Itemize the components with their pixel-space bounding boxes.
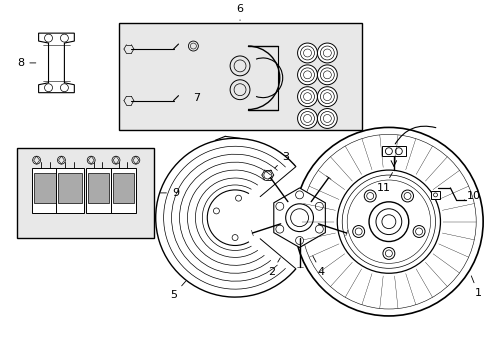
Circle shape <box>317 65 337 85</box>
Bar <box>429 191 440 199</box>
Bar <box>86 168 111 213</box>
Polygon shape <box>381 146 405 156</box>
Bar <box>59 173 82 203</box>
Polygon shape <box>273 188 325 247</box>
Bar <box>17 148 153 238</box>
Circle shape <box>317 109 337 129</box>
Text: 8: 8 <box>17 58 36 68</box>
Text: 6: 6 <box>236 4 243 21</box>
Text: 5: 5 <box>170 281 185 300</box>
Bar <box>119 23 361 130</box>
Bar <box>113 173 134 203</box>
Circle shape <box>297 43 317 63</box>
Bar <box>111 168 136 213</box>
Text: 9: 9 <box>160 188 179 198</box>
Circle shape <box>297 65 317 85</box>
Bar <box>56 168 84 213</box>
Text: 3: 3 <box>274 152 288 168</box>
Text: 2: 2 <box>268 258 280 277</box>
Text: 7: 7 <box>192 93 200 103</box>
Bar <box>32 168 60 213</box>
Polygon shape <box>39 33 74 93</box>
Circle shape <box>317 87 337 107</box>
Circle shape <box>317 43 337 63</box>
Circle shape <box>297 109 317 129</box>
Bar <box>34 173 57 203</box>
Text: 11: 11 <box>376 172 392 193</box>
Text: 4: 4 <box>312 256 325 277</box>
Bar <box>88 173 109 203</box>
Circle shape <box>297 87 317 107</box>
Text: 10: 10 <box>463 191 480 201</box>
Text: 1: 1 <box>470 276 481 298</box>
